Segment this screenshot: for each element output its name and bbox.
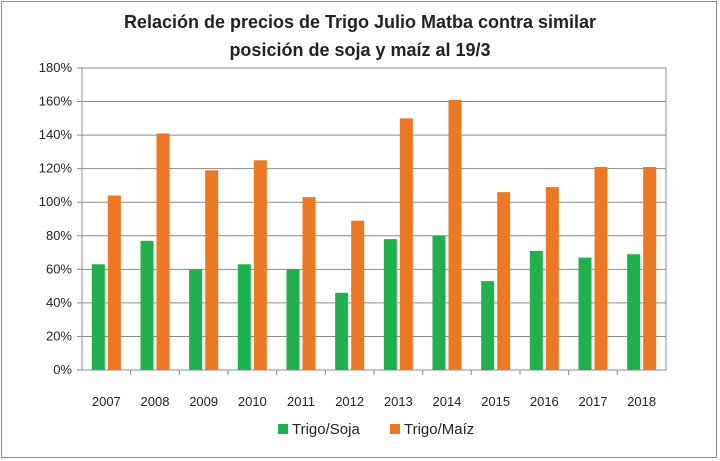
bar-trigo-soja-2013 xyxy=(383,239,397,370)
bar-trigo-soja-2016 xyxy=(529,250,543,370)
bar-trigo-ma-z-2007 xyxy=(107,195,121,370)
bar-trigo-ma-z-2016 xyxy=(545,187,559,370)
legend-swatch xyxy=(278,424,288,434)
bar-trigo-ma-z-2011 xyxy=(302,197,316,370)
bar-trigo-ma-z-2009 xyxy=(205,170,219,370)
x-tick-label: 2016 xyxy=(530,394,559,409)
y-tick-label: 40% xyxy=(46,295,72,310)
x-tick-label: 2018 xyxy=(627,394,656,409)
bar-trigo-soja-2018 xyxy=(627,254,641,370)
bar-trigo-soja-2015 xyxy=(481,281,495,370)
chart-title-line-1: Relación de precios de Trigo Julio Matba… xyxy=(123,12,597,32)
bar-trigo-soja-2011 xyxy=(286,269,300,370)
bar-trigo-ma-z-2017 xyxy=(594,166,608,370)
bar-trigo-soja-2017 xyxy=(578,257,592,370)
bar-trigo-ma-z-2018 xyxy=(643,166,657,370)
y-tick-label: 160% xyxy=(39,94,73,109)
legend-label: Trigo/Soja xyxy=(292,421,360,438)
x-tick-label: 2012 xyxy=(335,394,364,409)
x-tick-label: 2010 xyxy=(238,394,267,409)
bar-trigo-ma-z-2014 xyxy=(448,99,462,370)
bar-trigo-soja-2014 xyxy=(432,235,446,370)
y-tick-label: 0% xyxy=(53,362,72,377)
x-tick-label: 2007 xyxy=(92,394,121,409)
y-tick-label: 60% xyxy=(46,261,72,276)
y-tick-label: 140% xyxy=(39,127,73,142)
bar-trigo-ma-z-2010 xyxy=(253,160,267,370)
x-tick-label: 2008 xyxy=(141,394,170,409)
bar-trigo-soja-2012 xyxy=(335,292,349,370)
legend-label: Trigo/Maíz xyxy=(404,421,474,438)
bar-trigo-soja-2009 xyxy=(189,269,203,370)
x-tick-label: 2017 xyxy=(579,394,608,409)
y-tick-label: 120% xyxy=(39,161,73,176)
bar-trigo-ma-z-2008 xyxy=(156,133,170,370)
x-tick-label: 2011 xyxy=(287,394,315,409)
x-tick-label: 2015 xyxy=(481,394,510,409)
bar-trigo-ma-z-2013 xyxy=(399,118,413,370)
plot-area xyxy=(81,67,667,371)
bar-trigo-ma-z-2012 xyxy=(351,220,365,370)
legend-swatch xyxy=(390,424,400,434)
y-tick-label: 100% xyxy=(39,194,73,209)
bar-trigo-soja-2007 xyxy=(91,264,105,370)
bar-trigo-ma-z-2015 xyxy=(497,192,511,370)
y-tick-label: 80% xyxy=(46,228,72,243)
x-tick-label: 2014 xyxy=(433,394,462,409)
x-tick-label: 2013 xyxy=(384,394,413,409)
bar-trigo-soja-2008 xyxy=(140,240,154,370)
x-tick-label: 2009 xyxy=(189,394,218,409)
y-tick-label: 20% xyxy=(46,328,72,343)
y-tick-label: 180% xyxy=(39,60,73,75)
chart-title: Relación de precios de Trigo Julio Matba… xyxy=(2,8,718,64)
bar-trigo-soja-2010 xyxy=(237,264,251,370)
chart-title-line-2: posición de soja y maíz al 19/3 xyxy=(229,40,491,60)
